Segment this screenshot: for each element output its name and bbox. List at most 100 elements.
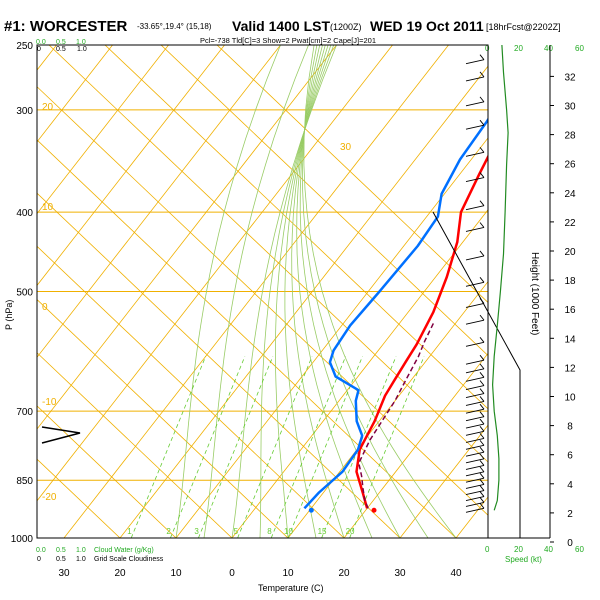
temperature-profile [355,154,488,509]
pressure-tick-label: 300 [16,106,33,117]
dry-adiabat [37,298,289,538]
wind-barb [465,496,485,501]
isotherm-label: 10 [42,202,54,213]
temperature-tick-label: 40 [450,568,462,579]
wind-barb [465,368,485,374]
wind-barb-flag [479,277,485,283]
height-tick-label: 26 [564,160,576,171]
wind-barb [465,385,485,390]
isotherm-line [37,45,393,502]
moist-adiabat [291,45,345,538]
mixing-ratio-label: 3 [194,527,199,536]
height-tick-label: 8 [567,422,573,433]
cloudwater-0: 0.0 [36,547,46,554]
dry-adiabat [37,245,345,538]
pressure-tick-label: 500 [16,288,33,299]
wind-barb-flag [479,396,485,402]
x-axis-title: Temperature (C) [258,583,324,593]
wind-barb [465,458,485,464]
wind-barb-flag [479,411,485,417]
dry-adiabat [37,352,233,538]
wind-barb [465,507,485,513]
wind-barb-flag [479,372,485,378]
mixing-ratio-line [170,356,246,538]
wind-barb [465,359,485,365]
temperature-axis: 30 20 10 0 10 20 30 40 [58,568,462,579]
isotherm-line [63,45,449,538]
top-scale2-0: 0 [37,46,41,53]
temperature-tick-label: 10 [170,568,182,579]
y-axis-title: P (hPa) [4,300,14,330]
wind-barb-flag [479,418,485,425]
wind-barb-flag [479,250,485,257]
moist-adiabat [296,45,373,538]
height-tick-label: 32 [564,72,576,83]
wind-barb-flag [479,314,485,321]
pressure-tick-label: 850 [16,476,33,487]
mixing-ratio-line [198,356,274,538]
isotherm-label: 0 [42,302,48,313]
wind-barb [465,124,485,130]
height-tick-label: 16 [564,305,576,316]
isotherm-line [231,209,488,538]
height-tick-label: 28 [564,131,576,142]
cloudwater-05: 0.5 [56,547,66,554]
gridcloud-label: Grid Scale Cloudiness [94,556,164,563]
forecast-hour: [18hrFcst@2202Z] [486,22,561,32]
moist-adiabat [284,45,329,538]
wind-barb-flag [479,96,485,103]
speed-top-60: 60 [575,44,584,53]
wind-barb [465,444,485,450]
mixing-ratio-line [130,356,207,538]
mixing-ratio-label: 1 [127,527,132,536]
wind-barb-flag [479,479,485,485]
stability-indices: Pcl=-738 Tld[C]=3 Show=2 Pwat[cm]=2 Cape… [200,36,376,45]
wind-barb [465,341,485,347]
temperature-tick-label: 20 [338,568,350,579]
mixing-ratio-label: 5 [234,527,239,536]
isotherm-line [287,280,488,538]
moist-adiabat [175,45,281,538]
wind-barb-flag [479,354,485,361]
moist-adiabat [231,45,337,538]
dry-adiabat [37,86,488,516]
wind-barb [465,319,485,325]
wind-barb-flag [479,440,485,446]
isotherm-line [37,45,169,215]
top-scale-2: 1.0 [76,39,86,46]
dewpoint-surface-marker [308,507,314,513]
top-scale2-1: 0.5 [56,46,66,53]
temperature-tick-label: 10 [282,568,294,579]
isotherm-line [175,137,488,538]
wind-barb-flag [479,433,485,439]
wind-barb-flag [479,502,485,509]
wind-barb-flag [479,71,485,78]
wind-barb [465,376,485,382]
isotherm-line [399,424,488,538]
height-tick-label: 4 [567,480,573,491]
wind-barb [465,76,485,82]
parcel-profile [358,321,435,509]
height-tick-label: 24 [564,189,576,200]
mixing-ratio-line [237,356,313,538]
height-tick-label: 2 [567,509,573,520]
isotherm-line [37,45,337,430]
wind-speed-profile [491,45,509,511]
dry-adiabat [37,139,457,538]
wind-barb-flag [479,460,485,466]
moist-adiabat [274,45,332,538]
mixing-ratio-label: 20 [346,527,355,536]
wind-barb [465,59,485,65]
isotherm-line [37,45,225,287]
wind-barb [465,401,485,406]
wind-barb [465,255,485,261]
wind-barb [465,430,485,436]
wind-barb-flag [479,54,485,60]
speed-axis-title: Speed (kt) [505,555,542,564]
cloudwater-1: 1.0 [76,547,86,554]
mixing-ratio-label: 10 [284,527,293,536]
speed-bottom-60: 60 [575,545,584,554]
cloud-cover-marker [41,426,81,444]
